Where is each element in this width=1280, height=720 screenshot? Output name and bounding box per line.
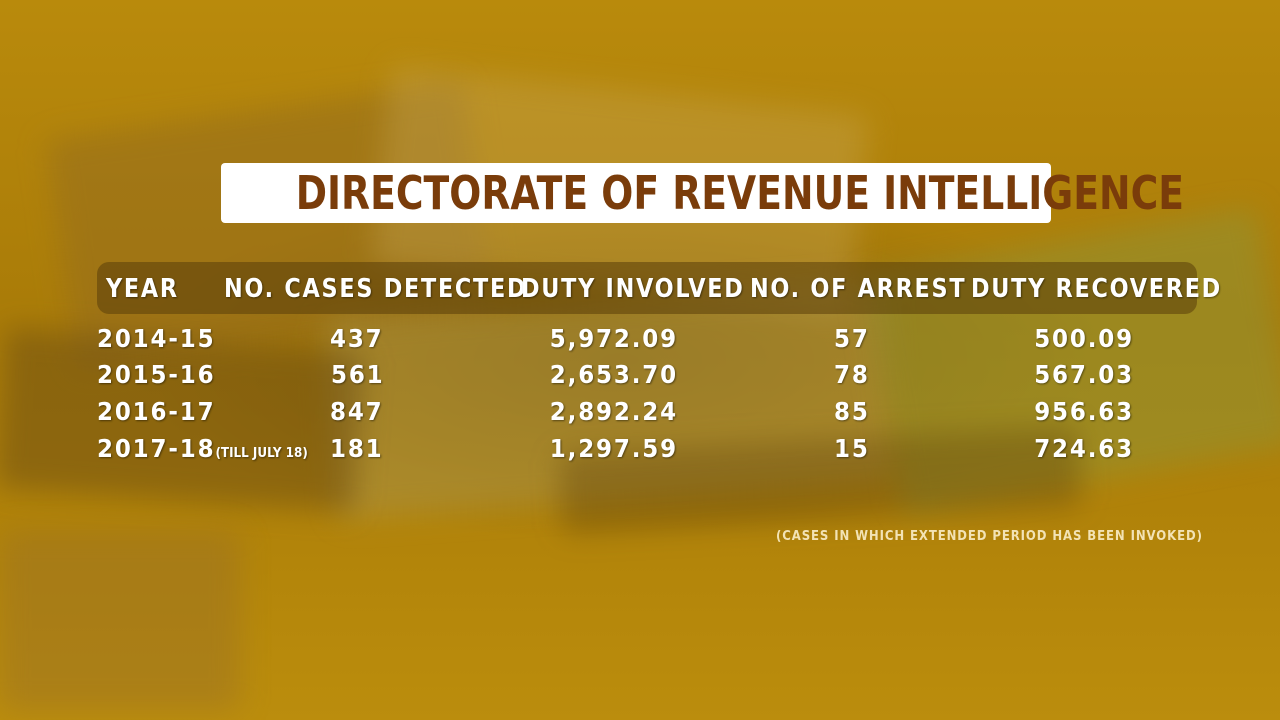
table-cell-year: 2014-15	[97, 324, 216, 353]
table-cell-cases: 847	[330, 397, 384, 426]
table-cell-year: 2015-16	[97, 360, 216, 389]
table-cell-cases: 181	[330, 434, 384, 463]
table-cell-duty-recovered: 500.09	[1034, 324, 1134, 353]
table-cell-arrests: 85	[834, 397, 870, 426]
column-header-cases-detected: NO. CASES DETECTED	[224, 274, 528, 304]
table-cell-duty-involved: 2,892.24	[549, 397, 678, 426]
year-note: (TILL JULY 18)	[215, 446, 308, 461]
column-header-duty-involved: DUTY INVOLVED	[521, 274, 745, 304]
footnote: (CASES IN WHICH EXTENDED PERIOD HAS BEEN…	[776, 529, 1203, 544]
column-header-duty-recovered: DUTY RECOVERED	[971, 274, 1222, 304]
table-cell-duty-involved: 2,653.70	[549, 360, 678, 389]
table-cell-year: 2016-17	[97, 397, 216, 426]
title-banner: DIRECTORATE OF REVENUE INTELLIGENCE	[221, 163, 1185, 223]
table-cell-arrests: 78	[834, 360, 870, 389]
table-cell-duty-involved: 5,972.09	[549, 324, 678, 353]
table-cell-cases: 561	[331, 360, 385, 389]
table-cell-year: 2017-18(TILL JULY 18)	[97, 432, 308, 466]
table-cell-duty-recovered: 567.03	[1034, 360, 1134, 389]
page-title: DIRECTORATE OF REVENUE INTELLIGENCE	[295, 166, 1185, 220]
table-cell-arrests: 57	[834, 324, 870, 353]
table-header-band	[97, 262, 1197, 314]
year-label: 2017-18	[97, 434, 216, 463]
table-cell-duty-recovered: 724.63	[1034, 434, 1134, 463]
table-cell-duty-recovered: 956.63	[1034, 397, 1134, 426]
table-cell-duty-involved: 1,297.59	[549, 434, 678, 463]
column-header-year: YEAR	[106, 274, 179, 304]
table-cell-arrests: 15	[834, 434, 870, 463]
column-header-arrests: NO. OF ARREST	[750, 274, 967, 304]
table-cell-cases: 437	[330, 324, 384, 353]
banknote-shape	[0, 530, 240, 710]
